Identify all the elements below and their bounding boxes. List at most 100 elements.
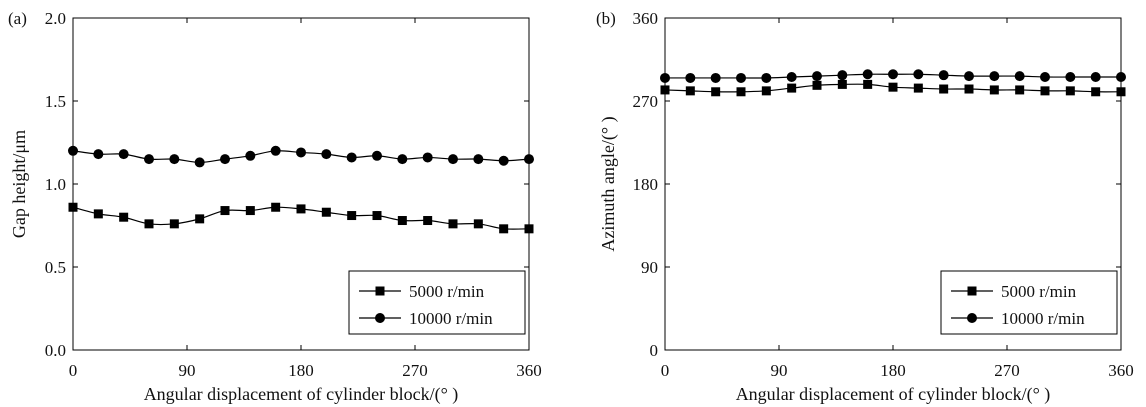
panel-a-legend-label-0: 5000 r/min (409, 282, 485, 301)
panel-a-xtick-label-0: 0 (69, 361, 78, 380)
panel-a-ytick-label-3: 1.5 (45, 92, 66, 111)
panel-b-series-1-point-0 (660, 72, 670, 83)
panel-a-ytick-label-0: 0.0 (45, 341, 66, 360)
panel-a-ylabel: Gap height/μm (9, 130, 29, 238)
panel-b-label: (b) (596, 9, 616, 28)
panel-b: (b) 360 270 180 90 0 0 90 180 270 360 An… (596, 9, 1134, 405)
panel-b-series-0-point-2 (711, 87, 721, 97)
panel-a-series-0-point-4 (169, 219, 179, 229)
panel-b-xtick-label-1: 90 (771, 361, 788, 380)
panel-b-series-1-point-15 (1040, 72, 1050, 83)
panel-b-series-1-point-8 (862, 69, 873, 80)
panel-b-legend: 5000 r/min 10000 r/min (940, 270, 1118, 335)
panel-b-series-0-point-1 (685, 86, 695, 96)
panel-b-ytick-label-2: 180 (633, 175, 659, 194)
panel-b-series-0-point-13 (989, 85, 999, 95)
panel-b-xtick-label-0: 0 (661, 361, 670, 380)
panel-b-series-1-point-5 (786, 72, 797, 83)
panel-b-series-0-point-3 (736, 87, 746, 97)
panel-a-series-1-point-6 (220, 154, 230, 165)
panel-b-series-0-point-7 (837, 79, 847, 89)
panel-b-series-0-point-6 (812, 80, 822, 90)
panel-a-series-0-point-14 (423, 216, 433, 226)
panel-a-series-1-point-9 (296, 147, 306, 158)
panel-a-series-1-point-8 (270, 145, 281, 156)
panel-a-ytick-label-1: 0.5 (45, 258, 66, 277)
panel-a-series-1-point-14 (422, 152, 433, 163)
panel-b-legend-label-1: 10000 r/min (1001, 309, 1085, 328)
panel-a-xtick-label-4: 360 (516, 361, 542, 380)
panel-b-series-1-point-4 (761, 72, 772, 83)
panel-a-legend-marker-1 (375, 313, 385, 323)
panel-b-series-1-point-7 (837, 70, 848, 81)
panel-a-series-1-point-15 (448, 154, 458, 165)
panel-b-series-0-point-5 (787, 83, 797, 93)
panel-b-series-0-point-16 (1065, 86, 1075, 96)
panel-a-series-0-point-16 (473, 219, 483, 229)
panel-a-series-0-point-3 (144, 219, 154, 229)
panel-b-series-1-point-6 (812, 71, 822, 82)
panel-a-series-0-point-11 (347, 211, 357, 221)
panel-b-series-1-point-11 (938, 70, 949, 81)
panel-a-series-0-point-7 (245, 206, 255, 216)
panel-a-ytick-label-4: 2.0 (45, 9, 66, 28)
panel-a-series-1-point-4 (169, 154, 180, 165)
panel-a-series-1-point-5 (194, 157, 205, 168)
panel-b-series-1-point-10 (913, 69, 924, 80)
panel-a-series-1-point-18 (524, 154, 534, 165)
panel-b-series-0-point-0 (660, 85, 670, 95)
panel-b-series-1-point-3 (736, 72, 746, 83)
panel-b-xtick-label-4: 360 (1108, 361, 1134, 380)
panel-a-series-1-point-7 (245, 150, 256, 161)
panel-b-xlabel: Angular displacement of cylinder block/(… (736, 384, 1051, 405)
panel-b-series-0-point-15 (1040, 86, 1050, 96)
panel-a-series-1-point-3 (144, 154, 154, 165)
panel-b-series-1-point-17 (1090, 72, 1101, 83)
panel-b-series-0-point-8 (863, 79, 873, 89)
panel-a-legend: 5000 r/min 10000 r/min (348, 270, 526, 335)
panel-a-series-0-point-0 (68, 202, 78, 212)
panel-b-series-1-point-18 (1116, 72, 1126, 83)
panel-a: (a) 2.0 1.5 1.0 0.5 0.0 0 90 180 270 360… (8, 9, 542, 405)
panel-a-xlabel: Angular displacement of cylinder block/(… (144, 384, 459, 405)
panel-b-ylabel: Azimuth angle/(° ) (598, 116, 619, 251)
panel-a-series-0-point-8 (271, 202, 281, 212)
panel-a-series-0-point-15 (448, 219, 458, 229)
panel-b-series-1-point-13 (989, 71, 1000, 82)
panel-b-series-1-point-12 (964, 71, 974, 82)
panel-a-series-1-point-17 (498, 155, 509, 166)
panel-a-series-1-point-11 (346, 152, 357, 163)
panel-b-ytick-label-4: 360 (633, 9, 659, 28)
panel-a-xtick-label-2: 180 (288, 361, 314, 380)
panel-a-xtick-label-3: 270 (402, 361, 428, 380)
panel-b-legend-marker-1 (967, 313, 977, 323)
panel-a-series-1-point-16 (473, 154, 484, 165)
panel-a-ytick-label-2: 1.0 (45, 175, 66, 194)
panel-a-series-1-point-1 (93, 149, 104, 160)
panel-b-legend-box (940, 270, 1118, 335)
panel-a-series-0-point-17 (499, 224, 509, 234)
panel-a-series-0-point-2 (119, 212, 129, 222)
panel-a-series-1-point-0 (68, 145, 78, 156)
panel-a-series-1-point-12 (372, 150, 382, 161)
panel-b-series-0-point-17 (1091, 87, 1101, 97)
panel-b-ytick-label-1: 90 (641, 258, 658, 277)
panel-a-label: (a) (8, 9, 27, 28)
panel-b-legend-marker-0 (967, 286, 977, 296)
panel-b-series-0-point-14 (1015, 85, 1025, 95)
panel-a-series-1-point-13 (397, 154, 408, 165)
panel-b-series-0-point-4 (761, 86, 771, 96)
panel-a-series-0-point-1 (93, 209, 103, 219)
panel-a-legend-box (348, 270, 526, 335)
panel-a-series-0-point-9 (296, 204, 306, 214)
panel-b-ytick-label-0: 0 (650, 341, 659, 360)
panel-a-series-1 (68, 145, 534, 168)
panel-a-series-0 (68, 202, 534, 234)
panel-b-series-1 (660, 69, 1126, 83)
panel-a-xtick-label-1: 90 (179, 361, 196, 380)
panel-a-series-1-point-10 (321, 149, 332, 160)
panel-b-series-0-point-9 (888, 82, 898, 92)
panel-b-series-1-point-2 (710, 72, 721, 83)
panel-a-legend-marker-0 (375, 286, 385, 296)
